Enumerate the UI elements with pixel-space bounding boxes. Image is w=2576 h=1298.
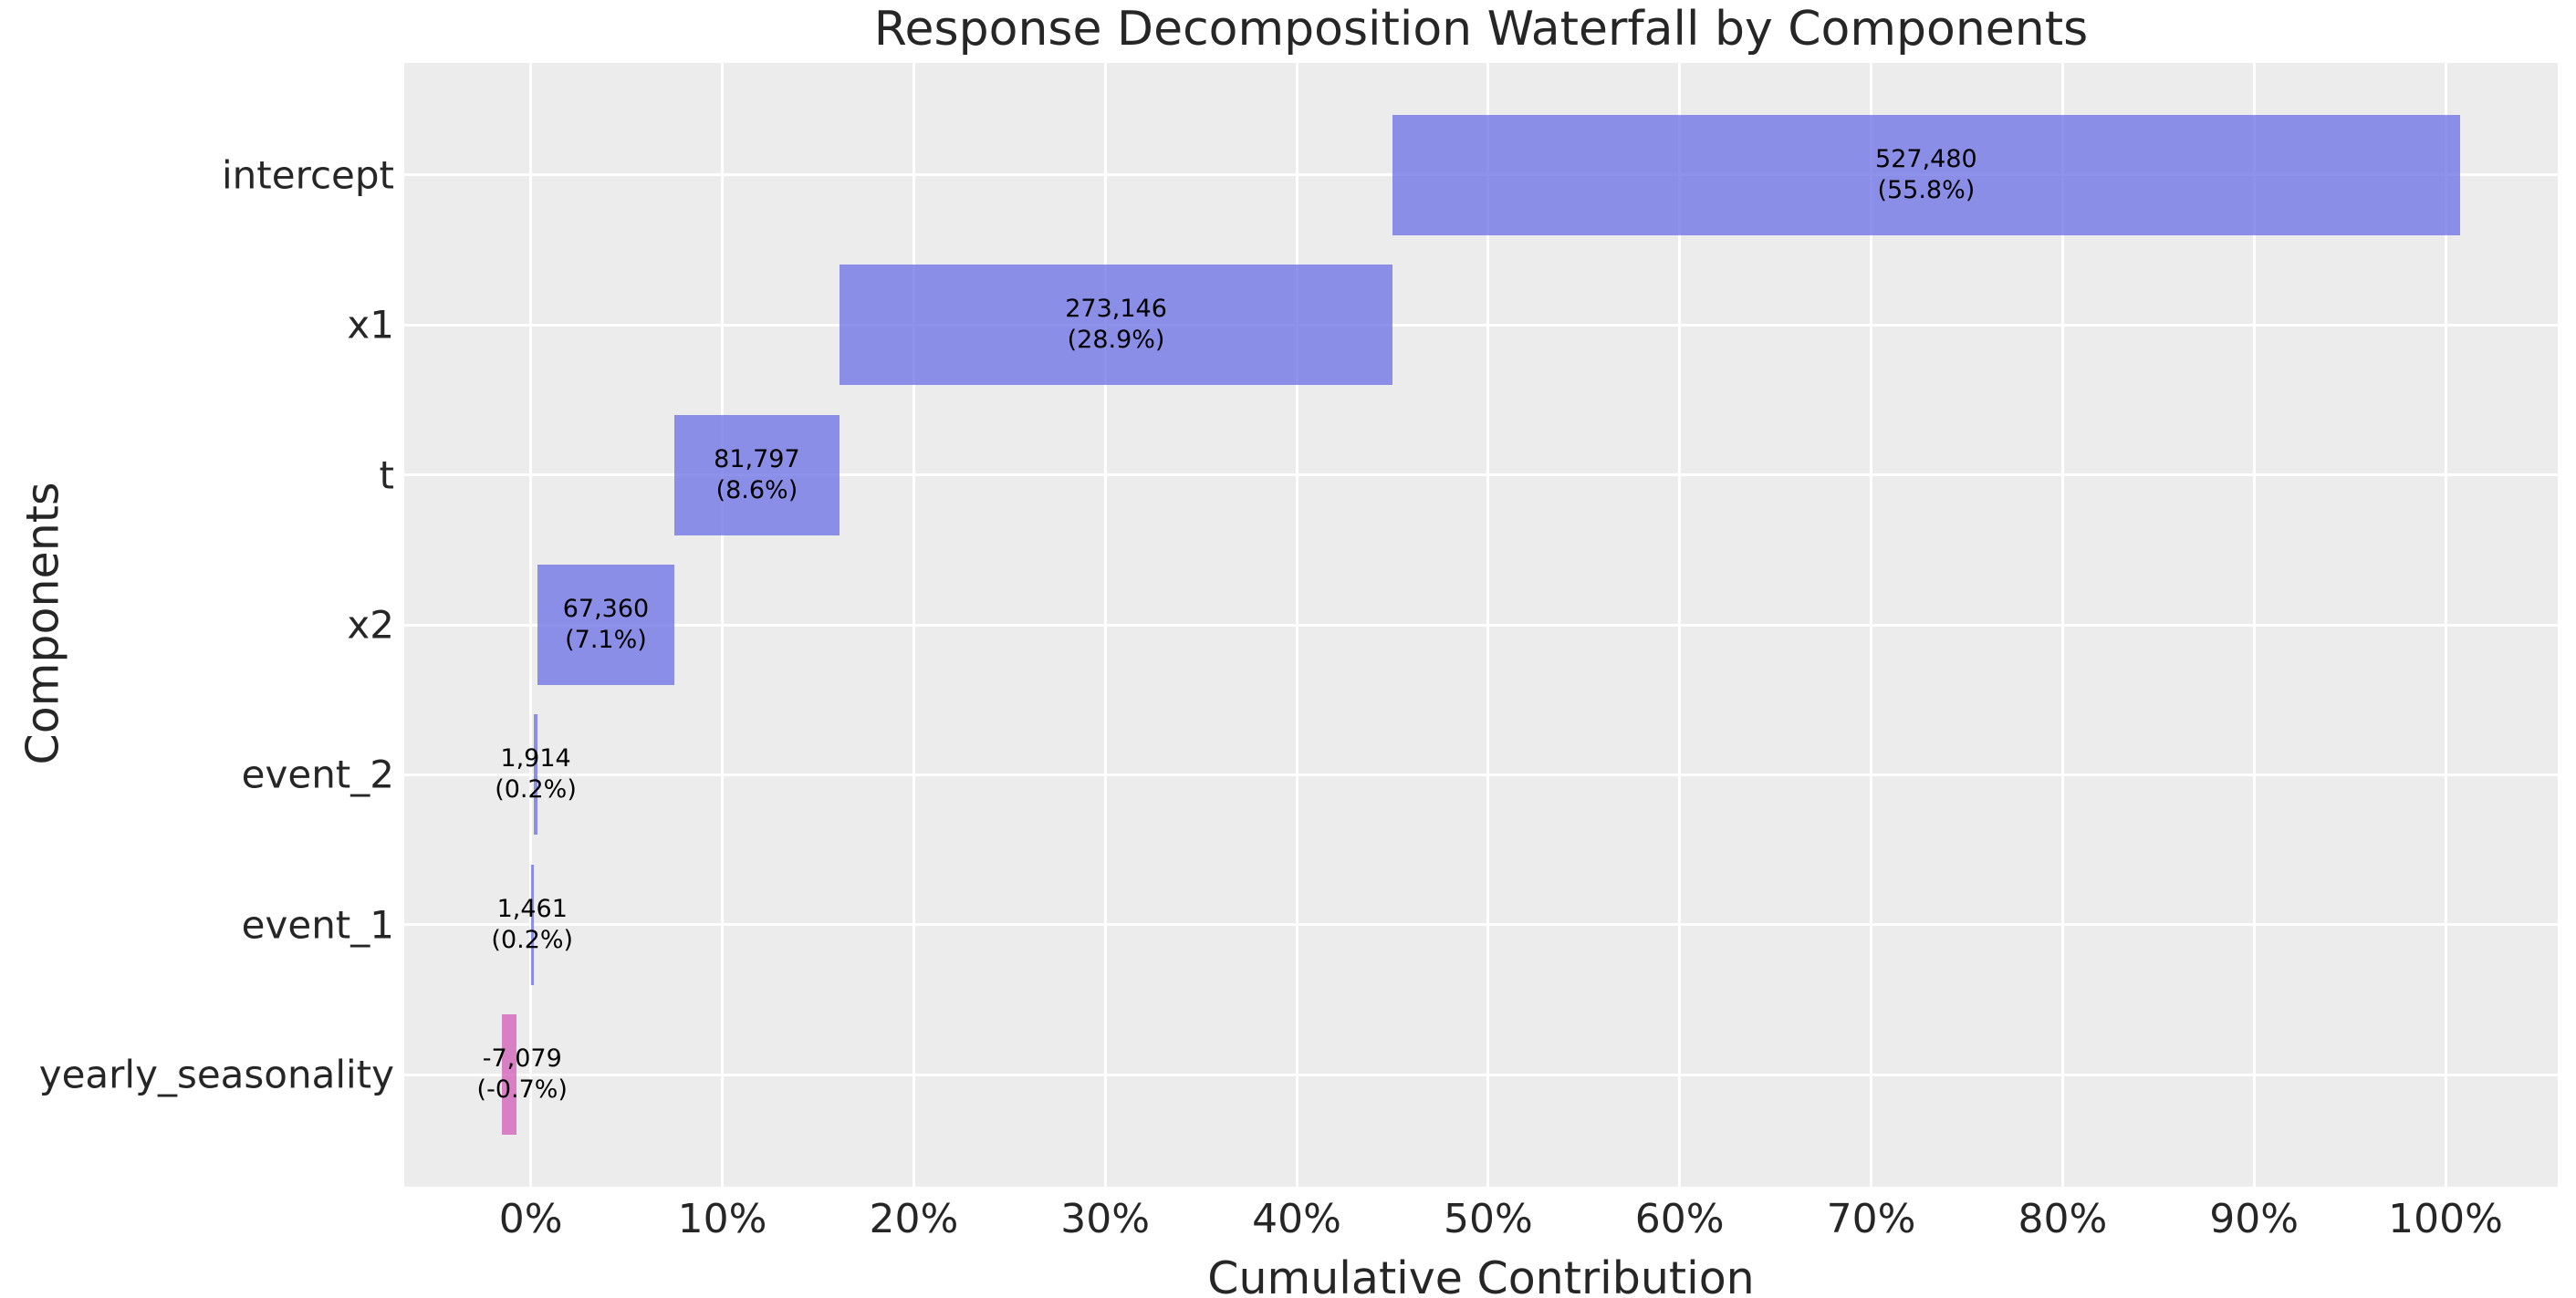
bar-label-event_1: 1,461 (0.2%) [491, 894, 573, 956]
x-tick-label-50%: 50% [1443, 1196, 1533, 1242]
x-tick-label-90%: 90% [2209, 1196, 2300, 1242]
bar-x1 [840, 265, 1392, 386]
gridline-horizontal [404, 1073, 2558, 1076]
bar-label-x1: 273,146 (28.9%) [1065, 294, 1167, 356]
x-tick-label-80%: 80% [2018, 1196, 2108, 1242]
x-tick-label-0%: 0% [498, 1196, 563, 1242]
gridline-horizontal [404, 773, 2558, 776]
x-tick-label-20%: 20% [869, 1196, 959, 1242]
gridline-horizontal [404, 623, 2558, 627]
y-tick-label-event_1: event_1 [241, 902, 394, 948]
gridline-horizontal [404, 473, 2558, 476]
plot-area: 527,480 (55.8%) 273,146 (28.9%) 81,797 (8.6%)… [404, 63, 2558, 1187]
x-axis-label: Cumulative Contribution [1207, 1252, 1755, 1298]
x-tick-label-30%: 30% [1060, 1196, 1151, 1242]
bar-label-intercept: 527,480 (55.8%) [1875, 144, 1977, 206]
bar-label-yearly_seasonality: -7,079 (-0.7%) [477, 1044, 568, 1106]
bar-value-text: 67,360 [562, 595, 650, 623]
y-tick-label-event_2: event_2 [241, 752, 394, 797]
bar-event_2 [533, 714, 538, 836]
bar-t [673, 414, 840, 535]
bar-pct-text: (0.2%) [495, 775, 577, 805]
y-tick-label-yearly_seasonality: yearly_seasonality [38, 1052, 394, 1097]
gridline-horizontal [404, 923, 2558, 927]
y-tick-label-x2: x2 [347, 602, 394, 648]
y-tick-label-t: t [379, 452, 394, 497]
x-tick-label-10%: 10% [677, 1196, 767, 1242]
y-tick-label-x1: x1 [347, 302, 394, 348]
x-tick-label-70%: 70% [1826, 1196, 1916, 1242]
bar-value-text: 1,914 [500, 744, 571, 774]
y-tick-label-intercept: intercept [222, 152, 394, 198]
bar-pct-text: (-0.7%) [476, 1075, 568, 1105]
chart-title: Response Decomposition Waterfall by Comp… [873, 2, 2089, 57]
bar-label-event_2: 1,914 (0.2%) [495, 743, 577, 805]
bar-pct-text: (0.2%) [491, 925, 574, 954]
bar-yearly_seasonality [502, 1014, 516, 1136]
bar-x2 [537, 565, 674, 685]
bar-event_1 [530, 864, 534, 985]
bar-intercept [1392, 114, 2460, 235]
bar-value-text: 273,146 [1065, 295, 1167, 324]
gridline-horizontal [404, 323, 2558, 327]
x-tick-label-60%: 60% [1634, 1196, 1725, 1242]
y-axis-label: Components [16, 482, 69, 765]
bar-value-text: 1,461 [496, 894, 568, 923]
bar-pct-text: (55.8%) [1877, 175, 1976, 204]
bar-value-text: -7,079 [482, 1044, 562, 1074]
bar-pct-text: (28.9%) [1067, 326, 1165, 355]
bar-value-text: 81,797 [714, 444, 800, 473]
bar-pct-text: (8.6%) [715, 475, 798, 504]
x-tick-label-40%: 40% [1252, 1196, 1341, 1242]
bar-pct-text: (7.1%) [565, 626, 647, 654]
bar-value-text: 527,480 [1875, 144, 1977, 173]
bar-label-t: 81,797 (8.6%) [714, 444, 799, 506]
bar-label-x2: 67,360 (7.1%) [563, 594, 649, 656]
x-tick-label-100%: 100% [2388, 1196, 2503, 1242]
